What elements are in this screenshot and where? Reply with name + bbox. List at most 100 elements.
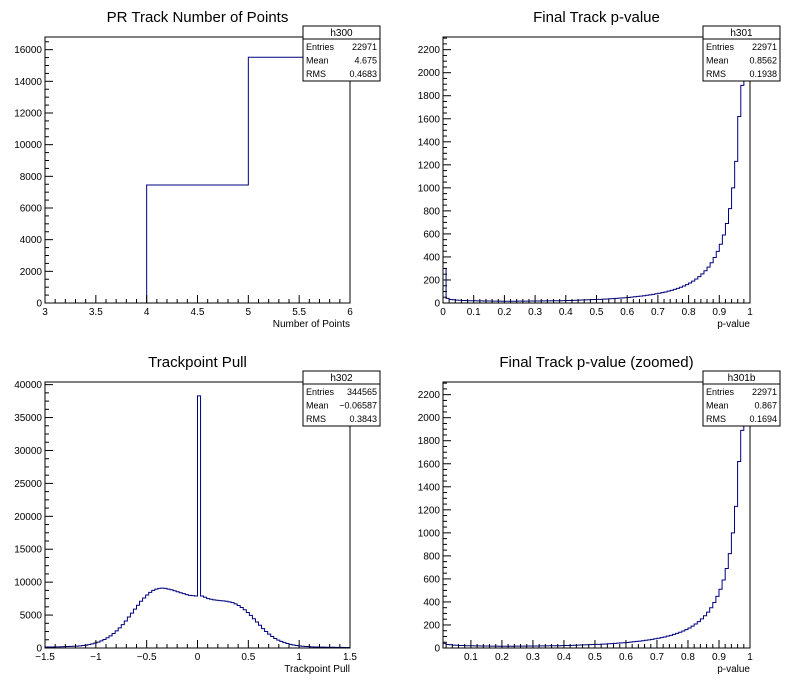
y-tick-label: 20000 — [14, 512, 42, 523]
stats-label: Entries — [706, 42, 735, 52]
stats-label: Mean — [306, 56, 329, 66]
y-tick-label: 0 — [36, 644, 42, 655]
stats-box: h302 Entries 344565 Mean −0.06587 RMS 0.3843 — [302, 370, 381, 427]
histogram-line — [443, 388, 750, 647]
stats-value: 0.1938 — [749, 69, 777, 79]
y-tick-label: 200 — [423, 275, 440, 286]
y-tick-label: 2200 — [418, 45, 441, 56]
y-tick-label: 12000 — [14, 109, 42, 120]
stats-value: 0.3843 — [349, 414, 377, 424]
x-axis-label: Number of Points — [273, 319, 350, 330]
stats-label: RMS — [706, 69, 726, 79]
chart-panel-1: PR Track Number of Points 3 3.5 4 4.5 5 5.5 6 0 2… — [14, 9, 381, 330]
y-tick-label: 16000 — [14, 45, 42, 56]
x-tick-label: 5 — [246, 307, 252, 318]
stats-box-frame — [302, 25, 381, 82]
y-tick-label: 0 — [434, 644, 440, 655]
x-tick-label: 0.2 — [497, 307, 511, 318]
x-tick-label: 0.6 — [619, 652, 633, 663]
histogram-line — [443, 43, 750, 302]
y-tick-label: 8000 — [20, 172, 43, 183]
x-axis-label: p-value — [717, 664, 750, 675]
x-tick-label: 6 — [347, 307, 353, 318]
stats-box: h301b Entries 22971 Mean 0.867 RMS 0.1694 — [702, 370, 781, 427]
y-tick-label: 1200 — [418, 160, 441, 171]
stats-value: 22971 — [752, 387, 777, 397]
y-tick-label: 15000 — [14, 545, 42, 556]
x-tick-label: 0.5 — [241, 652, 255, 663]
x-tick-label: 0 — [195, 652, 201, 663]
x-tick-label: 5.5 — [292, 307, 306, 318]
y-tick-label: 5000 — [20, 611, 43, 622]
stats-label: Mean — [706, 56, 729, 66]
y-tick-label: 200 — [423, 620, 440, 631]
y-tick-label: 30000 — [14, 446, 42, 457]
stats-value: 344565 — [347, 387, 377, 397]
stats-value: 0.1694 — [749, 414, 777, 424]
y-tick-label: 400 — [423, 597, 440, 608]
y-tick-label: 10000 — [14, 578, 42, 589]
stats-label: RMS — [306, 414, 326, 424]
y-tick-label: 400 — [423, 252, 440, 263]
x-tick-label: 0.6 — [620, 307, 634, 318]
y-tick-label: 25000 — [14, 479, 42, 490]
x-tick-label: 0.9 — [712, 652, 726, 663]
stats-label: Entries — [306, 387, 335, 397]
y-tick-label: 1400 — [418, 482, 441, 493]
y-tick-label: 800 — [423, 206, 440, 217]
x-tick-label: 3 — [42, 307, 48, 318]
stats-value: 0.4683 — [349, 69, 377, 79]
x-tick-label: −1 — [90, 652, 102, 663]
x-tick-label: 0.4 — [557, 652, 571, 663]
y-tick-label: 600 — [423, 229, 440, 240]
y-tick-label: 1600 — [418, 114, 441, 125]
x-tick-label: 0.5 — [588, 652, 602, 663]
stats-box: h300 Entries 22971 Mean 4.675 RMS 0.4683 — [302, 25, 381, 82]
stats-histogram-name: h301b — [728, 373, 756, 384]
y-tick-label: 1800 — [418, 436, 441, 447]
x-axis-label: p-value — [717, 319, 750, 330]
y-tick-label: 10000 — [14, 140, 42, 151]
chart-panel-4: Final Track p-value (zoomed) 0.1 0.2 0.3 0.4… — [418, 354, 781, 675]
x-tick-label: 0.8 — [682, 307, 696, 318]
x-tick-label: 1 — [296, 652, 302, 663]
chart-panel-3: Trackpoint Pull −1.5 −1 −0.5 0 0.5 1 1.5 0 5000 10… — [14, 354, 381, 675]
y-tick-label: 2200 — [418, 390, 441, 401]
stats-value: 22971 — [752, 42, 777, 52]
y-tick-label: 2000 — [418, 68, 441, 79]
y-tick-label: 1000 — [418, 183, 441, 194]
x-tick-label: 0.3 — [528, 307, 542, 318]
stats-label: RMS — [706, 414, 726, 424]
y-tick-label: 0 — [434, 299, 440, 310]
chart-panel-2: Final Track p-value 0 0.1 0.2 0.3 0.4 0.5 0.6 0.… — [418, 9, 781, 330]
x-tick-label: 0 — [440, 307, 446, 318]
y-tick-label: 1600 — [418, 459, 441, 470]
stats-box-frame — [702, 25, 781, 82]
x-tick-label: 1.5 — [343, 652, 357, 663]
y-tick-label: 35000 — [14, 413, 42, 424]
y-tick-label: 40000 — [14, 380, 42, 391]
stats-label: Entries — [706, 387, 735, 397]
y-tick-label: 2000 — [20, 267, 43, 278]
x-tick-label: 1 — [747, 652, 753, 663]
chart-title: Final Track p-value — [533, 9, 660, 26]
x-tick-label: 0.4 — [559, 307, 573, 318]
stats-value: 22971 — [352, 42, 377, 52]
stats-histogram-name: h301 — [730, 28, 753, 39]
stats-label: Mean — [306, 401, 329, 411]
y-tick-label: 600 — [423, 574, 440, 585]
chart-title: PR Track Number of Points — [107, 9, 289, 26]
stats-label: Entries — [306, 42, 335, 52]
y-tick-label: 4000 — [20, 235, 43, 246]
y-tick-label: 1000 — [418, 528, 441, 539]
stats-value: 4.675 — [354, 56, 377, 66]
x-tick-label: 1 — [747, 307, 753, 318]
y-tick-label: 1800 — [418, 91, 441, 102]
y-tick-label: 0 — [36, 299, 42, 310]
histogram-line — [45, 395, 350, 648]
y-tick-label: 1200 — [418, 505, 441, 516]
x-tick-label: 0.1 — [464, 652, 478, 663]
x-tick-label: 0.7 — [650, 652, 664, 663]
stats-value: 0.867 — [754, 401, 777, 411]
